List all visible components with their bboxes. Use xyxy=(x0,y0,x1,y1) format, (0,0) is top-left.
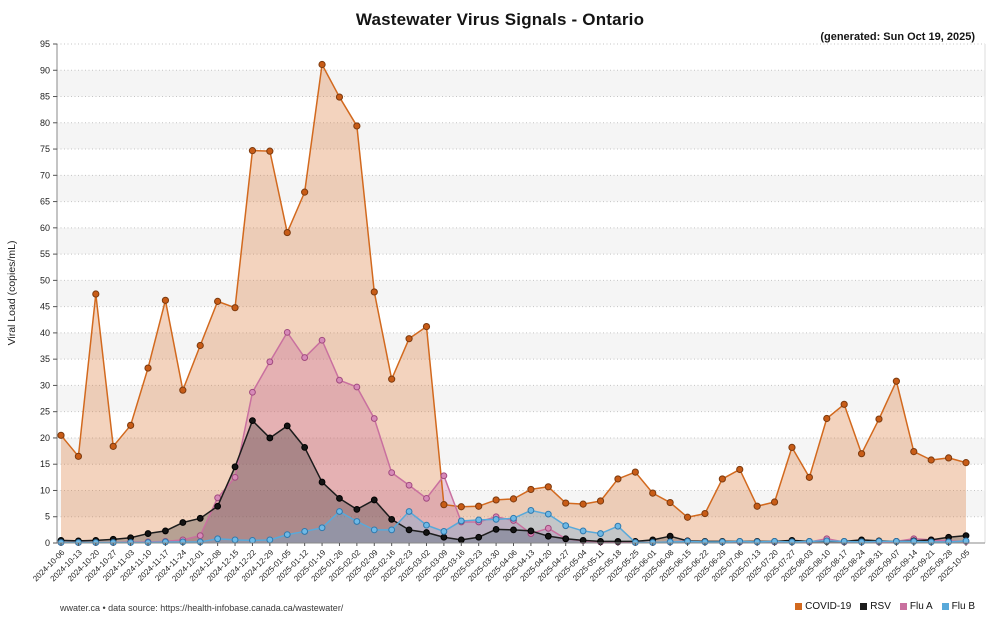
svg-text:10: 10 xyxy=(40,485,50,495)
svg-text:95: 95 xyxy=(40,39,50,49)
legend: COVID-19 RSV Flu A Flu B xyxy=(795,601,975,612)
data-source-credit: wwater.ca • data source: https://health-… xyxy=(60,603,344,613)
y-axis-label: Viral Load (copies/mL) xyxy=(6,241,18,346)
svg-text:30: 30 xyxy=(40,380,50,390)
legend-item-covid-19[interactable]: COVID-19 xyxy=(795,601,851,612)
legend-swatch-flu-b xyxy=(941,603,949,610)
svg-text:25: 25 xyxy=(40,407,50,417)
svg-text:75: 75 xyxy=(40,144,50,154)
svg-text:70: 70 xyxy=(40,170,50,180)
svg-text:85: 85 xyxy=(40,92,50,102)
svg-text:45: 45 xyxy=(40,302,50,312)
svg-text:55: 55 xyxy=(40,249,50,259)
legend-swatch-covid-19 xyxy=(795,603,803,610)
legend-item-rsv[interactable]: RSV xyxy=(860,601,891,612)
svg-text:5: 5 xyxy=(45,512,50,522)
footer: wwater.ca • data source: https://health-… xyxy=(0,601,1000,617)
page-title: Wastewater Virus Signals - Ontario xyxy=(355,10,645,29)
svg-text:0: 0 xyxy=(45,538,50,548)
legend-label-flu-b: Flu B xyxy=(951,601,975,612)
legend-label-flu-a: Flu A xyxy=(909,601,933,612)
svg-text:15: 15 xyxy=(40,459,50,469)
virus-signals-chart: 0510152025303540455055606570758085909520… xyxy=(6,39,986,583)
legend-item-flu-a[interactable]: Flu A xyxy=(899,601,933,612)
generated-timestamp: (generated: Sun Oct 19, 2025) xyxy=(820,31,975,43)
svg-text:35: 35 xyxy=(40,354,50,364)
svg-text:90: 90 xyxy=(40,65,50,75)
svg-text:40: 40 xyxy=(40,328,50,338)
legend-label-rsv: RSV xyxy=(870,601,891,612)
legend-label-covid-19: COVID-19 xyxy=(805,601,852,612)
svg-text:80: 80 xyxy=(40,118,50,128)
legend-item-flu-b[interactable]: Flu B xyxy=(941,601,975,612)
svg-text:50: 50 xyxy=(40,275,50,285)
svg-text:20: 20 xyxy=(40,433,50,443)
legend-swatch-rsv xyxy=(860,603,868,610)
svg-text:65: 65 xyxy=(40,197,50,207)
legend-swatch-flu-a xyxy=(899,603,907,610)
svg-text:60: 60 xyxy=(40,223,50,233)
